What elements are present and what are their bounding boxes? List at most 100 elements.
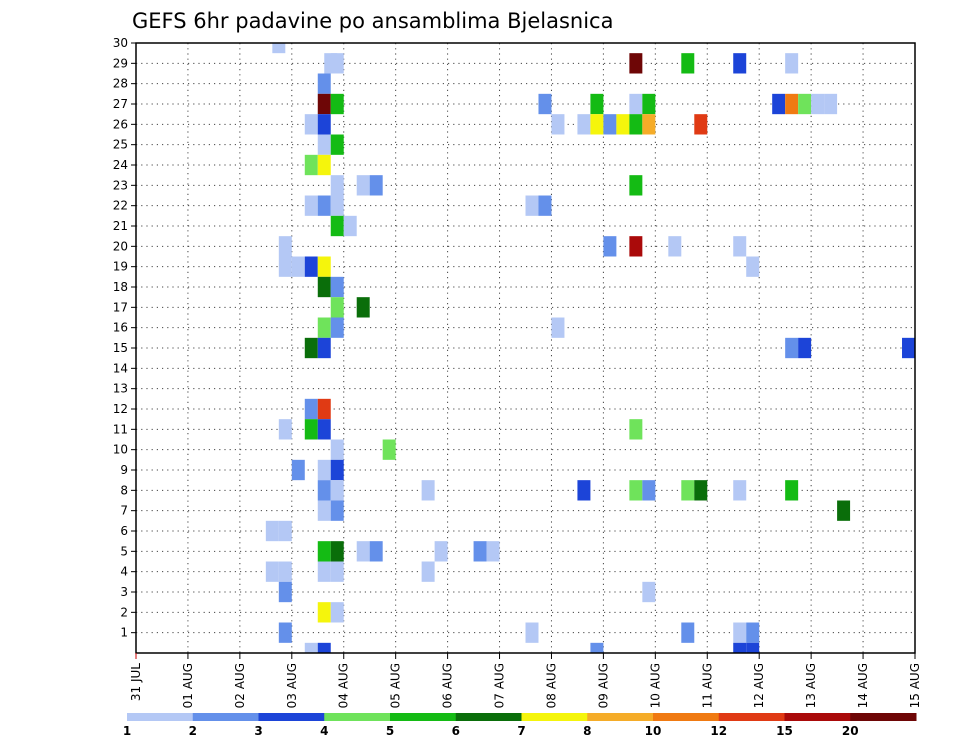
precip-cell: [733, 480, 747, 501]
precip-cell: [330, 134, 344, 155]
y-tick-label: 1: [120, 626, 128, 640]
precip-cell: [317, 541, 331, 562]
precip-cell: [330, 93, 344, 115]
x-axis: 31 JUL 01 AUG 02 AUG 03 AUG 04 AUG 05 AUG 06 A…: [129, 653, 922, 708]
precip-cell: [317, 73, 331, 94]
precip-cell: [785, 53, 799, 74]
precip-cell: [681, 53, 695, 74]
precip-cell: [733, 642, 747, 653]
precip-cell: [642, 93, 656, 115]
precip-cell: [746, 622, 760, 643]
precip-cell: [629, 93, 643, 115]
precip-cell: [304, 154, 318, 176]
y-tick-label: 16: [113, 321, 128, 335]
precip-cell: [733, 53, 747, 74]
precip-cell: [272, 43, 286, 54]
y-tick-label: 2: [120, 605, 128, 619]
precip-cell: [330, 439, 344, 460]
colorbar-swatch: [127, 713, 194, 721]
precip-cell: [330, 459, 344, 481]
precip-cell: [551, 317, 565, 338]
y-tick-label: 15: [113, 341, 128, 355]
y-tick-label: 22: [113, 199, 128, 213]
precip-cell: [356, 297, 370, 318]
precip-cell: [278, 419, 292, 440]
precip-cell: [317, 642, 331, 653]
precip-cell: [837, 500, 851, 521]
precip-cell: [902, 337, 915, 359]
precip-cell: [629, 480, 643, 501]
precip-cell: [629, 419, 643, 440]
x-tick-label: 11 AUG: [700, 663, 714, 708]
precip-cell: [603, 114, 617, 135]
precip-cell: [356, 541, 370, 562]
colorbar-swatch: [653, 713, 720, 721]
precip-cell: [785, 480, 799, 501]
precip-cell: [642, 581, 656, 603]
colorbar-swatch: [455, 713, 522, 721]
y-tick-label: 9: [120, 463, 128, 477]
x-tick-label: 31 JUL: [129, 663, 143, 701]
y-axis: 1234567891011121314151617181920212223242…: [113, 36, 136, 640]
y-tick-label: 19: [113, 260, 128, 274]
precip-cell: [317, 459, 331, 481]
precip-cell: [317, 256, 331, 277]
precip-cell: [304, 256, 318, 277]
precip-cell: [369, 175, 383, 196]
colorbar-tick-label: 20: [842, 724, 859, 738]
precip-cell: [278, 561, 292, 582]
precip-cell: [577, 114, 591, 135]
precip-cell: [473, 541, 487, 562]
precip-cell: [317, 134, 331, 155]
precip-cell: [317, 93, 331, 115]
precip-cell: [785, 93, 799, 115]
precip-cell: [330, 276, 344, 298]
precip-cell: [330, 297, 344, 318]
precip-cell: [330, 195, 344, 216]
colorbar-swatch: [258, 713, 325, 721]
precip-cell: [330, 215, 344, 237]
y-tick-label: 12: [113, 402, 128, 416]
colorbar-tick-label: 5: [386, 724, 394, 738]
y-tick-label: 30: [113, 36, 128, 50]
precip-cell: [317, 480, 331, 501]
precip-cell: [551, 114, 565, 135]
precip-cell: [317, 154, 331, 176]
y-tick-label: 18: [113, 280, 128, 294]
precipitation-cells: [265, 43, 915, 653]
y-tick-label: 14: [113, 361, 128, 375]
precip-cell: [278, 622, 292, 643]
chart-title: GEFS 6hr padavine po ansamblima Bjelasni…: [132, 9, 613, 33]
precip-cell: [278, 581, 292, 603]
colorbar: 1 2 3 4 5 6 7 8 10 12 15 20: [123, 713, 917, 738]
precip-cell: [434, 541, 448, 562]
precip-cell: [733, 236, 747, 257]
x-tick-label: 12 AUG: [752, 663, 766, 708]
precip-cell: [746, 256, 760, 277]
precip-cell: [629, 114, 643, 135]
precip-cell: [304, 114, 318, 135]
y-tick-label: 11: [113, 422, 128, 436]
precip-cell: [629, 236, 643, 257]
precip-cell: [538, 195, 552, 216]
precip-cell: [629, 175, 643, 196]
x-tick-label: 09 AUG: [596, 663, 610, 708]
x-tick-label: 07 AUG: [493, 663, 507, 708]
precip-cell: [317, 602, 331, 623]
precip-cell: [278, 256, 292, 277]
y-tick-label: 20: [113, 239, 128, 253]
precip-cell: [317, 419, 331, 440]
colorbar-swatch: [390, 713, 457, 721]
precip-cell: [304, 195, 318, 216]
precip-cell: [317, 561, 331, 582]
y-tick-label: 21: [113, 219, 128, 233]
colorbar-swatch: [324, 713, 391, 721]
precip-cell: [642, 480, 656, 501]
x-tick-label: 06 AUG: [441, 663, 455, 708]
precip-cell: [330, 317, 344, 338]
x-tick-label: 01 AUG: [181, 663, 195, 708]
colorbar-tick-label: 3: [254, 724, 262, 738]
precip-cell: [733, 622, 747, 643]
colorbar-tick-label: 6: [452, 724, 460, 738]
precip-cell: [590, 93, 604, 115]
